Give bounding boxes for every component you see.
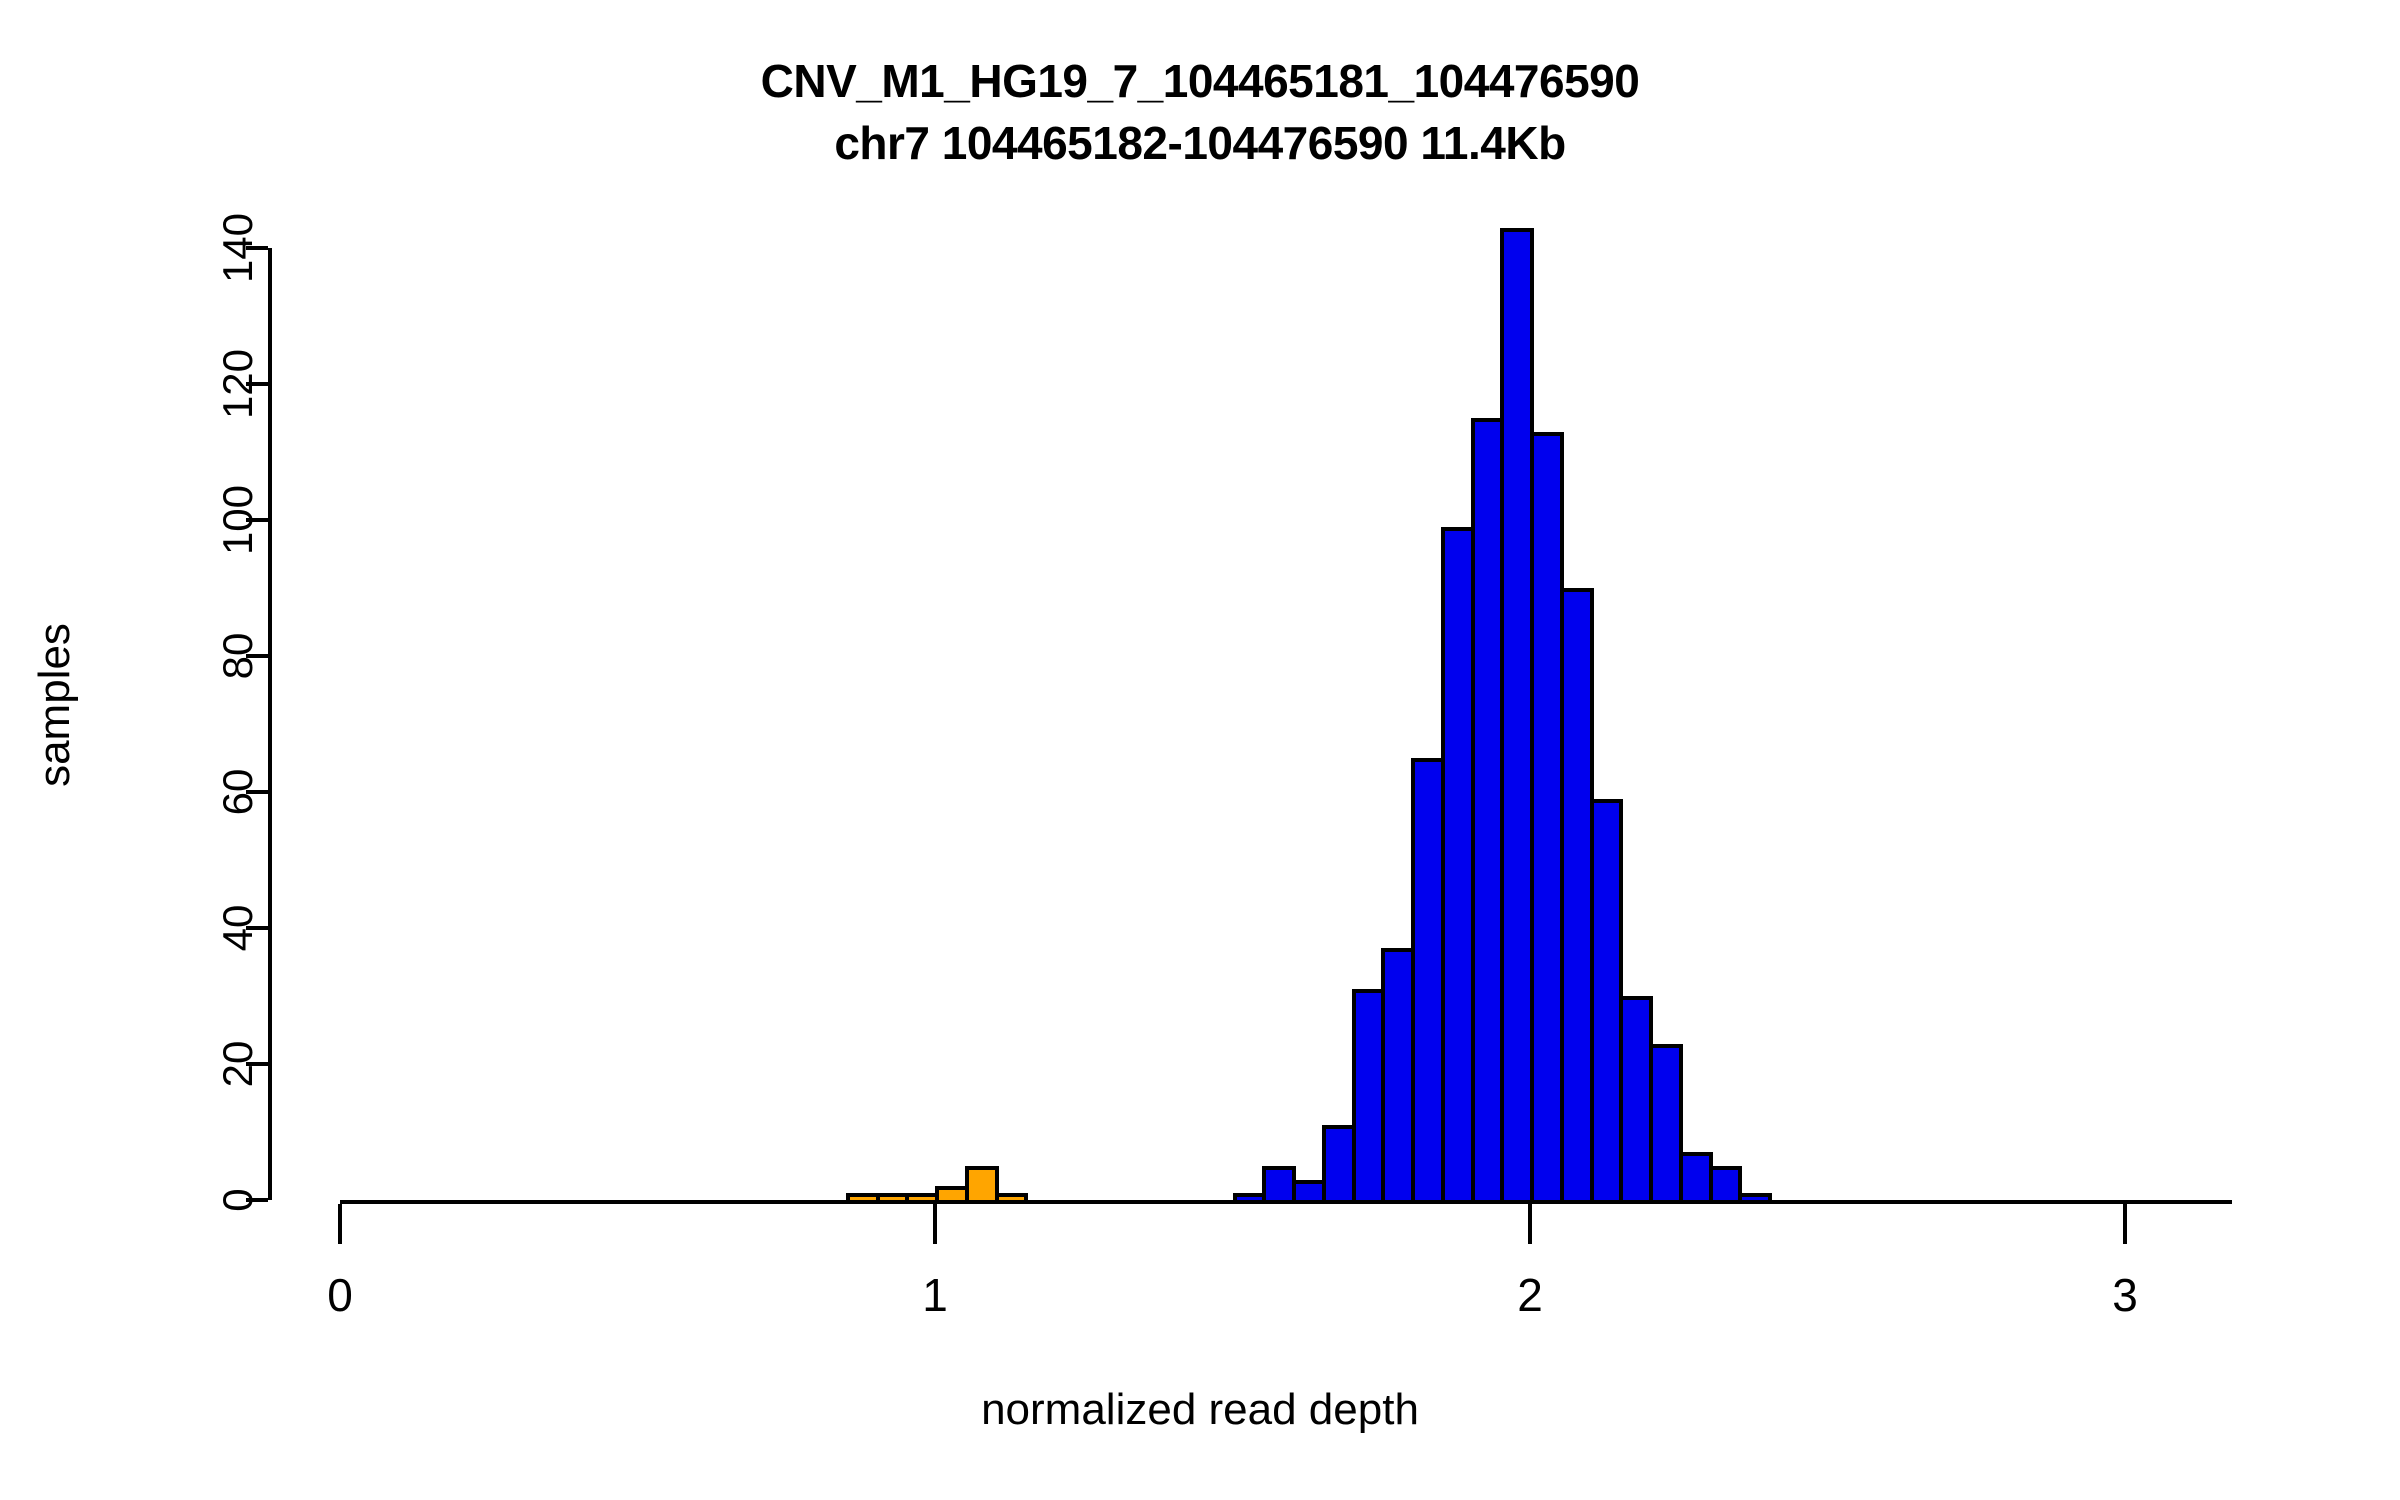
y-axis-tick-label: 40 xyxy=(214,904,261,952)
y-axis-tick-label: 140 xyxy=(214,212,261,284)
y-axis-tick xyxy=(246,382,268,386)
histogram-bar[interactable] xyxy=(1619,996,1653,1204)
histogram-bar[interactable] xyxy=(1351,989,1386,1204)
histogram-bar[interactable] xyxy=(994,1193,1029,1204)
x-axis-tick xyxy=(1528,1204,1532,1244)
chart-subtitle: chr7 104465182-104476590 11.4Kb xyxy=(834,117,1566,169)
histogram-bar[interactable] xyxy=(1321,1125,1356,1204)
histogram-bar[interactable] xyxy=(1262,1166,1296,1204)
y-axis-tick-label: 60 xyxy=(214,768,261,816)
y-axis-tick xyxy=(246,518,268,522)
y-axis-tick xyxy=(246,654,268,658)
y-axis-line xyxy=(268,248,272,1200)
y-axis-tick xyxy=(246,926,268,930)
y-axis-tick-label: 80 xyxy=(214,632,261,680)
x-axis-label: normalized read depth xyxy=(981,1385,1419,1434)
histogram-bar[interactable] xyxy=(1440,526,1475,1204)
y-axis-tick xyxy=(246,246,268,250)
histogram-bar[interactable] xyxy=(1470,418,1505,1204)
x-axis-tick xyxy=(2123,1204,2127,1244)
histogram-bar[interactable] xyxy=(1678,1152,1713,1204)
histogram-bar[interactable] xyxy=(1738,1193,1772,1204)
x-axis-tick-label: 0 xyxy=(327,1269,353,1321)
y-axis-tick xyxy=(246,1198,268,1202)
y-axis-tick xyxy=(246,790,268,794)
histogram-bar[interactable] xyxy=(1589,798,1624,1204)
x-axis-tick-label: 3 xyxy=(2112,1269,2138,1321)
histogram-bar[interactable] xyxy=(845,1193,880,1204)
x-axis-tick xyxy=(338,1204,342,1244)
y-axis-tick xyxy=(246,1062,268,1066)
histogram-bar[interactable] xyxy=(1500,227,1534,1204)
histogram-bar[interactable] xyxy=(1649,1043,1683,1204)
histogram-bar[interactable] xyxy=(875,1193,910,1204)
y-axis-tick-label: 100 xyxy=(214,484,261,556)
histogram-bar[interactable] xyxy=(1559,588,1594,1204)
histogram-bar[interactable] xyxy=(1292,1179,1326,1204)
y-axis-label: samples xyxy=(30,623,79,787)
y-axis-tick-label: 0 xyxy=(214,1188,261,1212)
histogram-bar[interactable] xyxy=(1232,1193,1267,1204)
histogram-bar[interactable] xyxy=(1411,758,1445,1204)
histogram-bar[interactable] xyxy=(1708,1166,1743,1204)
histogram-bar[interactable] xyxy=(964,1166,999,1204)
page-title: CNV_M1_HG19_7_104465181_104476590 xyxy=(760,55,1640,107)
x-axis-tick-label: 1 xyxy=(922,1269,948,1321)
y-axis-tick-label: 120 xyxy=(214,348,261,420)
chart-title-block: CNV_M1_HG19_7_104465181_104476590 chr7 1… xyxy=(0,50,2400,174)
y-axis-tick-label: 20 xyxy=(214,1040,261,1088)
histogram-bar[interactable] xyxy=(1530,431,1564,1204)
histogram-bar[interactable] xyxy=(935,1186,969,1204)
histogram-bar[interactable] xyxy=(905,1193,939,1204)
x-axis-tick-label: 2 xyxy=(1517,1269,1543,1321)
histogram-bar[interactable] xyxy=(1381,948,1415,1204)
x-axis-tick xyxy=(933,1204,937,1244)
